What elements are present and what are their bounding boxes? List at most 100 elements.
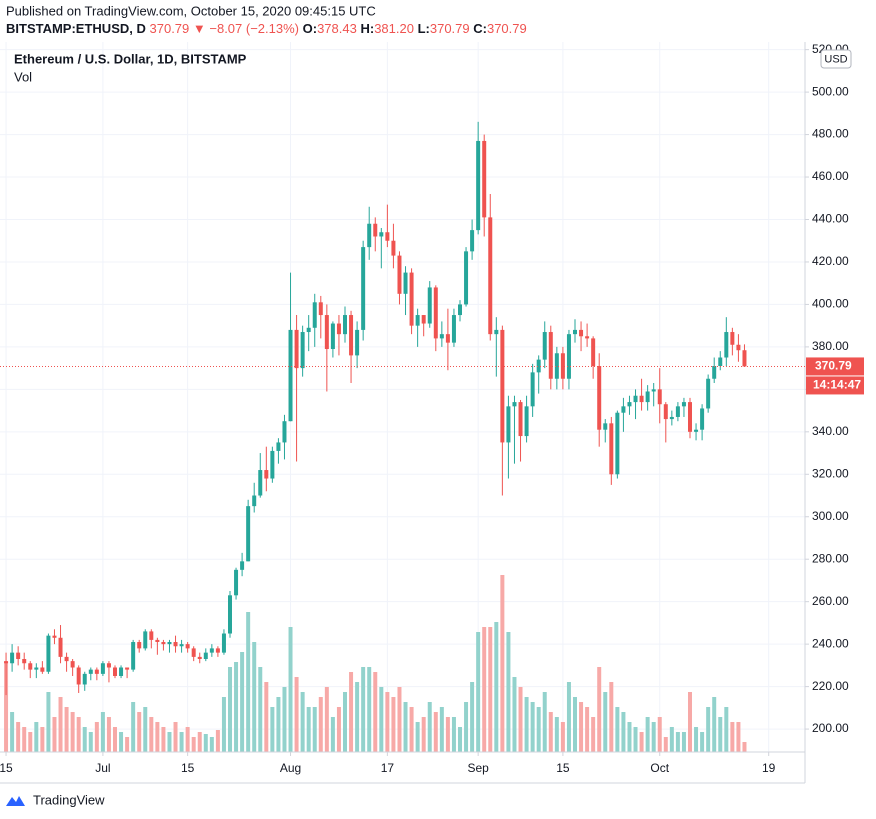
x-tick-label: Aug [280,761,301,775]
candle-body [258,470,263,496]
candle-body [445,334,450,343]
volume-bar [403,702,408,752]
y-tick-label: 460.00 [812,169,849,183]
volume-bar [197,732,202,752]
candle-body [530,372,535,407]
candle-body [240,561,245,570]
x-tick-label: 19 [762,761,776,775]
volume-bar [373,672,378,752]
candle-body [349,315,354,356]
y-tick-label: 300.00 [812,509,849,523]
candle-body [106,663,111,668]
currency-label[interactable]: USD [824,53,847,65]
volume-bar [548,712,553,752]
candle-body [694,429,699,432]
x-tick-label: 15 [181,761,195,775]
volume-bar [681,732,686,752]
candle-body [343,315,347,335]
countdown: 14:14:47 [813,378,861,392]
volume-bar [433,712,438,752]
candle-body [609,423,614,475]
candle-body [125,667,130,670]
candle-body [173,642,178,647]
candle-body [518,402,523,437]
candle-body [149,631,154,640]
volume-bar [712,697,717,752]
y-tick-label: 240.00 [812,636,849,650]
y-tick-label: 500.00 [812,84,849,98]
volume-bar [203,734,208,752]
volume-bar [10,712,15,752]
volume-bar [518,687,523,752]
candle-body [476,140,481,231]
volume-bar [700,732,705,752]
volume-bar [94,722,99,752]
candle-body [548,332,553,379]
candle-body [409,272,414,326]
volume-bar [464,702,469,752]
candle-body [506,406,511,443]
candle-body [94,669,99,674]
volume-bar [458,727,462,752]
currency-button[interactable] [820,49,852,69]
candle-body [113,667,117,676]
candle-body [294,329,299,369]
candle-body [597,366,602,430]
candle-body [221,633,226,653]
volume-bar [336,707,341,752]
candle-body [482,140,487,218]
candle-body [10,652,15,664]
candle-body [276,442,281,451]
volume-bar [34,722,39,752]
volume-bar [137,712,142,752]
candle-body [88,669,93,674]
volume-bar [252,642,257,752]
candle-body [488,217,493,335]
x-tick-label: Sep [467,761,489,775]
candle-body [439,334,444,339]
volume-bar [494,622,499,752]
y-tick-label: 260.00 [812,594,849,608]
volume-bar [476,632,481,752]
volume-bar [28,732,33,752]
volume-bar [621,712,626,752]
volume-bar [185,727,190,752]
candle-body [131,642,136,670]
volume-bar [742,742,747,752]
candle-body [318,302,323,316]
volume-bar [391,697,396,752]
candle-body [312,302,317,328]
candle-body [736,344,741,351]
candle-body [191,648,196,657]
volume-bar [736,722,741,752]
candle-body [119,667,124,676]
candle-body [137,642,142,649]
candle-body [185,644,190,649]
candle-body [246,506,251,562]
volume-bar [312,707,317,752]
candle-body [524,406,529,437]
ohlc-key: L: [418,21,430,36]
candle-body [70,661,75,668]
volume-bar [300,692,305,752]
volume-bar [228,667,232,752]
ohlc-value: 381.20 [374,21,414,36]
volume-bar [88,732,93,752]
x-tick-label: Jul [95,761,110,775]
volume-bar [355,682,360,752]
volume-bar [397,687,402,752]
volume-bar [645,717,650,752]
candle-body [603,423,608,430]
candle-body [554,353,559,379]
candle-body [58,637,63,657]
candle-body [40,667,45,672]
candle-body [512,402,517,407]
volume-bar [591,717,596,752]
volume-bar [318,697,323,752]
ohlc-value: 370.79 [430,21,470,36]
volume-bar [155,722,160,752]
candle-layer [4,121,747,696]
candle-body [324,315,329,350]
candle-body [228,595,232,634]
